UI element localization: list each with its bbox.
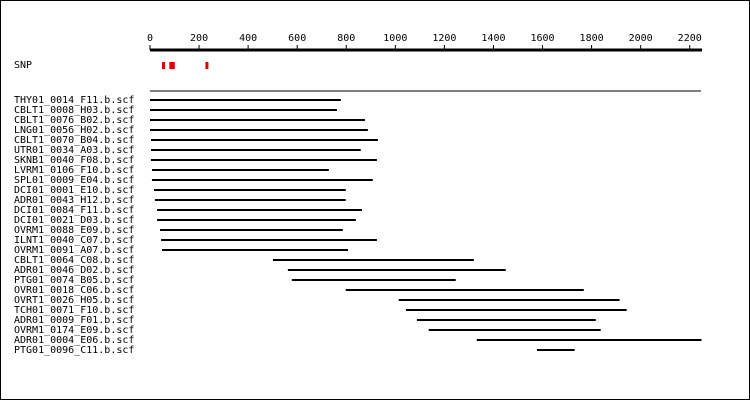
read-label: ADR01_0046_D02.b.scf [14,265,134,276]
snp-label: SNP [14,60,32,71]
snp-mark [205,62,209,69]
x-tick-label: 1200 [432,33,456,44]
read-label: CBLT1_0076_B02.b.scf [14,115,134,126]
read-label: PTG01_0074_B05.b.scf [14,275,134,286]
read-label: ADR01_0009_F01.b.scf [14,315,134,326]
x-tick-label: 1600 [530,33,554,44]
x-tick-label: 400 [239,33,257,44]
read-label: ADR01_0043_H12.b.scf [14,195,134,206]
read-label: CBLT1_0070_B04.b.scf [14,135,134,146]
read-label: SPL01_0009_E04.b.scf [14,175,134,186]
x-tick-label: 200 [190,33,208,44]
x-tick-label: 2200 [678,33,702,44]
read-label: OVRT1_0026_H05.b.scf [14,295,134,306]
read-label: CBLT1_0064_C08.b.scf [14,255,134,266]
snp-mark [169,62,173,69]
read-label: OVRM1_0088_E09.b.scf [14,225,134,236]
read-label: OVR01_0018_C06.b.scf [14,285,134,296]
x-tick-label: 600 [288,33,306,44]
read-label: TCH01_0071_F10.b.scf [14,305,134,316]
read-label: LNG01_0056_H02.b.scf [14,125,134,136]
read-label: DCI01_0021_D03.b.scf [14,215,134,226]
x-tick-label: 1000 [383,33,407,44]
read-label: OVRM1_0174_E09.b.scf [14,325,134,336]
x-tick-label: 2000 [629,33,653,44]
x-tick-label: 1800 [580,33,604,44]
read-label: UTR01_0034_A03.b.scf [14,145,134,156]
x-tick-label: 1400 [481,33,505,44]
read-label: PTG01_0096_C11.b.scf [14,345,134,356]
read-label: DCI01_0001_E10.b.scf [14,185,134,196]
x-tick-label: 0 [147,33,153,44]
snp-mark [171,62,175,69]
read-label: OVRM1_0091_A07.b.scf [14,245,134,256]
x-tick-label: 800 [337,33,355,44]
read-label: ILNT1_0040_C07.b.scf [14,235,134,246]
read-label: CBLT1_0008_H03.b.scf [14,105,134,116]
read-label: ADR01_0004_E06.b.scf [14,335,134,346]
read-label: THY01_0014_F11.b.scf [14,95,134,106]
read-label: LVRM1_0106_F10.b.scf [14,165,134,176]
snp-mark [161,62,165,69]
read-label: DCI01_0084_F11.b.scf [14,205,134,216]
read-label: SKNB1_0040_F08.b.scf [14,155,134,166]
